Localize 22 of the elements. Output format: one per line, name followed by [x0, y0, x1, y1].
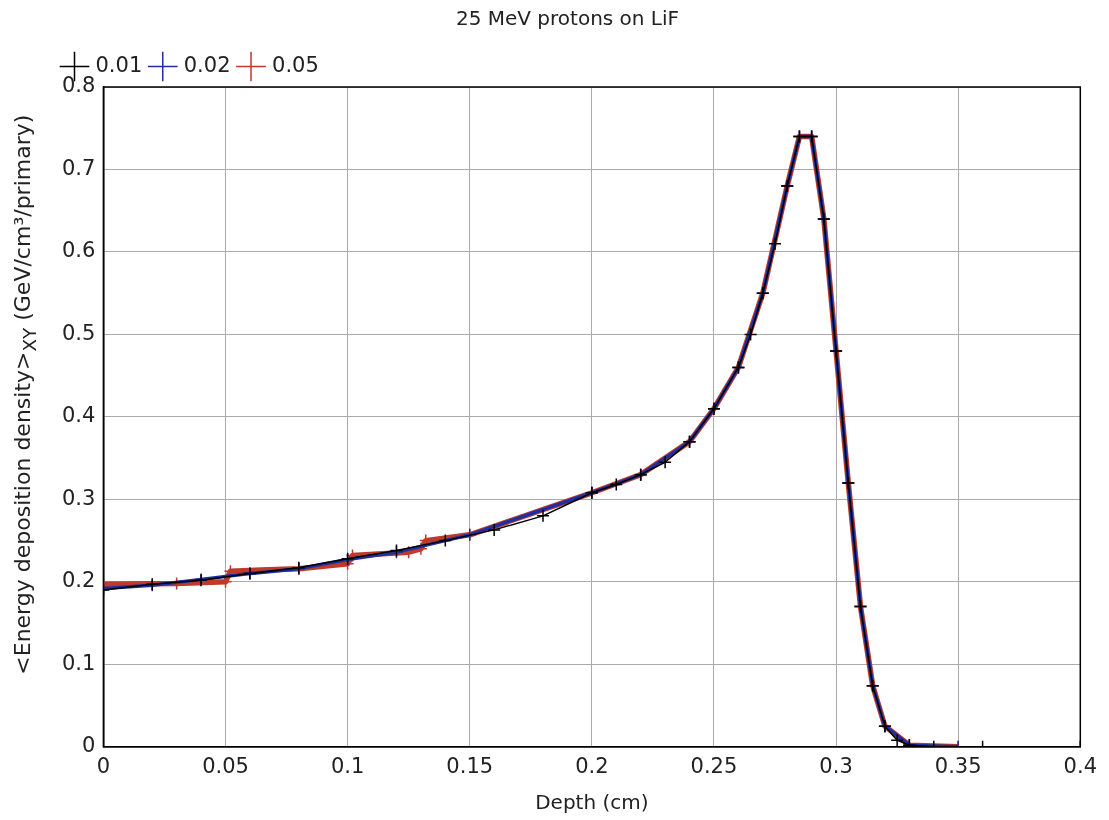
- legend-label: 0.01: [95, 52, 143, 77]
- x-axis-title: Depth (cm): [535, 790, 649, 815]
- x-tick-label: 0.35: [934, 753, 982, 778]
- y-tick-label: 0.3: [61, 485, 96, 510]
- y-tick-label: 0.8: [61, 73, 96, 98]
- x-tick-label: 0.1: [330, 753, 365, 778]
- y-tick-label: 0.5: [61, 320, 96, 345]
- chart-title: 25 MeV protons on LiF: [455, 6, 680, 31]
- y-tick-label: 0.1: [61, 650, 96, 675]
- y-tick-label: 0.4: [61, 403, 96, 428]
- y-tick-label: 0.2: [61, 568, 96, 593]
- y-tick-label: 0: [82, 733, 96, 758]
- x-tick-label: 0.05: [202, 753, 249, 778]
- legend-label: 0.02: [183, 52, 231, 77]
- legend-label: 0.05: [272, 52, 319, 77]
- x-tick-label: 0.15: [446, 753, 494, 778]
- y-tick-label: 0.7: [61, 155, 96, 180]
- x-tick-label: 0.2: [575, 753, 609, 778]
- x-tick-label: 0.25: [690, 753, 738, 778]
- x-tick-label: 0.3: [819, 753, 853, 778]
- y-tick-label: 0.6: [61, 238, 96, 263]
- x-tick-label: 0.4: [1063, 753, 1097, 778]
